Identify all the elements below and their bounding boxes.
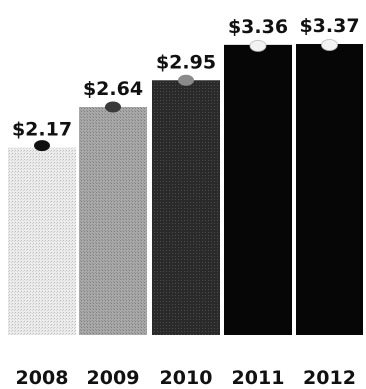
marker-2011 [249,39,267,52]
value-label-2010: $2.95 [156,51,216,73]
value-label-2012: $3.37 [299,15,359,37]
marker-2008 [34,140,50,152]
value-label-2008: $2.17 [12,119,72,141]
value-labels-group: $2.17 $2.64 $2.95 $3.36 $3.37 [12,15,360,141]
year-label-2008: 2008 [16,367,69,389]
year-label-2010: 2010 [160,367,213,389]
markers-group [34,39,338,152]
marker-2010 [178,74,194,86]
value-label-2009: $2.64 [83,78,143,100]
bar-2012 [296,44,363,335]
year-labels-group: 2008 2009 2010 2011 2012 [16,367,356,389]
bars-group [8,44,363,336]
bar-2009 [79,107,147,335]
bar-2011 [224,44,292,336]
marker-2012 [321,39,338,51]
year-label-2011: 2011 [232,367,285,389]
marker-2009 [105,101,121,113]
bar-2010 [152,80,220,335]
bar-2008 [8,147,76,335]
value-label-2011: $3.36 [228,16,288,38]
year-label-2009: 2009 [87,367,140,389]
year-label-2012: 2012 [303,367,356,389]
